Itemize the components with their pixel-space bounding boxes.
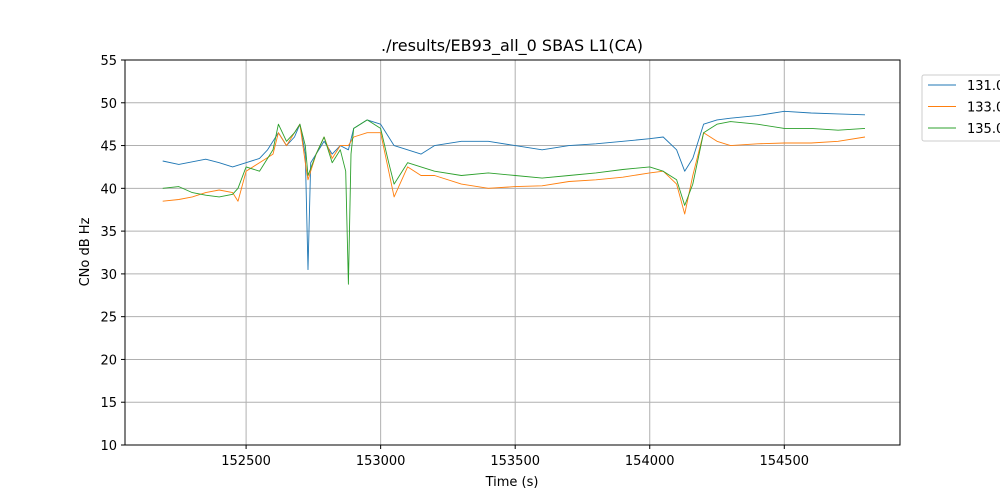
x-tick-label: 152500 [221,454,271,469]
y-tick-label: 20 [100,353,117,368]
y-tick-label: 10 [100,439,117,454]
x-axis-ticks: 152500 153000 153500 154000 154500 [221,445,809,469]
y-tick-label: 50 [100,97,117,112]
y-tick-label: 15 [100,396,117,411]
x-tick-label: 154000 [625,454,675,469]
series-line-1 [162,123,866,215]
plot-area-background [125,60,900,445]
series-layer [162,110,866,285]
y-tick-label: 40 [100,182,117,197]
y-tick-label: 30 [100,268,117,283]
y-tick-label: 55 [100,54,117,69]
series-line-2 [162,119,866,285]
x-axis-label: Time (s) [485,475,539,490]
chart-title: ./results/EB93_all_0 SBAS L1(CA) [381,36,643,56]
legend-entry-2: 135.0 [967,122,1000,137]
legend-box [921,74,1000,142]
x-tick-label: 154500 [759,454,809,469]
legend: 131.0 133.0 135.0 [921,74,1000,142]
series-line-0 [162,110,866,271]
y-tick-label: 45 [100,140,117,155]
y-tick-label: 35 [100,225,117,240]
y-axis-ticks: 10 15 20 25 30 35 40 45 50 55 [100,54,125,454]
legend-entry-0: 131.0 [967,79,1000,94]
x-tick-label: 153000 [356,454,406,469]
plot-area-frame [124,59,901,446]
x-tick-label: 153500 [490,454,540,469]
y-tick-label: 25 [100,311,117,326]
y-axis-label: CNo dB Hz [78,217,93,286]
legend-entry-1: 133.0 [967,101,1000,116]
